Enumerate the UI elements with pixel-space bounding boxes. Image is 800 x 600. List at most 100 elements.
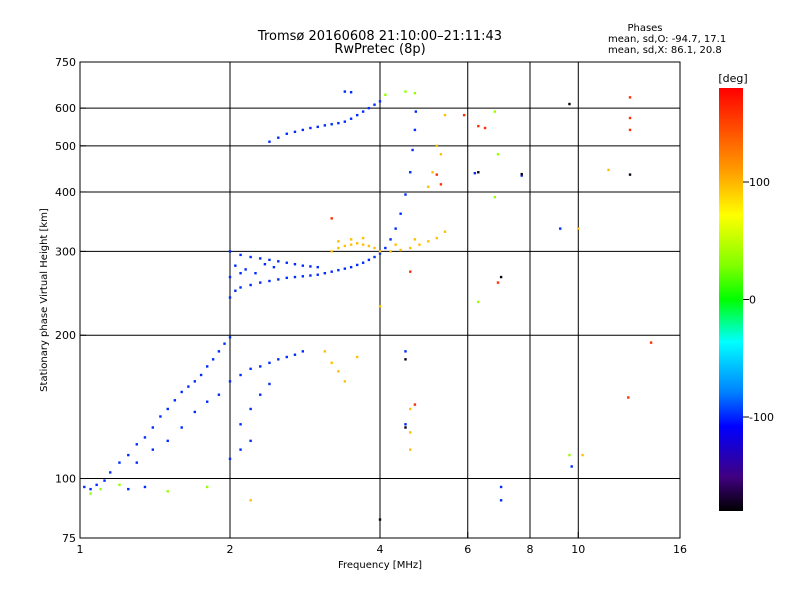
data-point [277,260,280,263]
data-point [211,358,215,361]
data-point [199,373,203,377]
data-point [559,227,562,230]
data-point [343,120,347,123]
data-point [520,172,523,176]
data-point [414,110,418,113]
data-point [389,238,392,241]
y-tick-label: 400 [55,186,76,199]
data-point [404,193,407,196]
data-point [166,439,169,443]
colorbar-ticks: 100 0 -100 [743,176,774,424]
data-point [394,227,397,230]
data-point [330,361,333,365]
data-point [349,91,353,94]
data-point [103,479,106,482]
data-point [343,380,347,383]
data-point [404,426,407,429]
data-point [649,341,653,344]
data-point [404,90,407,93]
data-point [435,173,438,176]
data-point [118,483,121,487]
data-point [389,250,392,253]
data-point [384,246,387,250]
data-point [427,240,430,243]
data-point [301,264,305,267]
x-tick-label: 2 [227,543,234,556]
data-point [205,365,209,368]
data-point [435,144,438,148]
data-point [413,403,417,406]
y-tick-label: 500 [55,140,76,153]
data-point [337,370,340,373]
data-point [378,518,382,521]
data-points [83,90,653,521]
data-point [473,171,477,175]
data-point [249,439,252,443]
data-point [249,407,252,411]
data-point [187,385,190,388]
data-point [316,125,319,129]
y-tick-label: 100 [55,473,76,486]
data-point [228,336,232,339]
data-point [180,390,183,394]
data-point [249,367,252,371]
data-point [127,453,130,457]
y-tick-label: 75 [62,532,76,545]
data-point [394,243,397,246]
data-point [293,275,297,279]
data-point [404,423,407,426]
data-point [384,93,387,96]
y-tick-label: 750 [55,56,76,69]
data-point [109,471,112,474]
data-point [367,106,371,110]
colorbar [719,88,743,511]
data-point [431,171,434,174]
data-point [323,124,327,127]
data-point [349,117,353,120]
data-point [427,185,430,189]
data-point [361,236,365,240]
data-point [259,281,262,284]
data-point [205,400,209,403]
data-point [217,350,221,353]
data-point [373,255,376,259]
data-point [361,243,365,246]
data-point [367,258,371,262]
data-point [337,240,340,243]
data-point [343,267,347,270]
colorbar-tick-label: 100 [749,176,770,189]
data-point [173,399,177,402]
data-point [435,236,438,240]
data-point [272,265,276,269]
data-point [127,487,130,491]
data-point [330,250,333,253]
data-point [323,272,327,275]
data-point [143,485,147,489]
chart-title: Tromsø 20160608 21:10:00–21:11:43 [257,29,502,44]
y-axis-label: Stationary phase Virtual Height [km] [39,208,50,392]
y-tick-label: 300 [55,245,76,258]
data-point [581,453,584,457]
data-point [277,278,280,281]
chart-subtitle: RwPretec (8p) [334,42,425,57]
data-point [239,272,242,275]
colorbar-tick-label: 0 [749,294,756,307]
data-point [228,250,232,253]
data-point [301,350,305,353]
data-point [259,257,262,260]
x-tick-label: 8 [527,543,534,556]
data-point [268,140,271,143]
data-point [234,289,237,292]
stats-o-mode: mean, sd,O: -94.7, 17.1 [608,34,726,45]
data-point [570,465,573,468]
data-point [499,275,503,279]
data-point [166,407,169,411]
data-point [477,300,480,304]
x-axis-label: Frequency [MHz] [338,560,422,571]
data-point [285,276,288,280]
x-tick-label: 1 [77,543,84,556]
data-point [143,436,147,439]
data-point [323,350,327,353]
x-axis-ticks: 1 2 4 6 8 10 16 [77,532,687,556]
y-axis-ticks: 75 100 200 300 400 500 600 750 [55,56,86,545]
